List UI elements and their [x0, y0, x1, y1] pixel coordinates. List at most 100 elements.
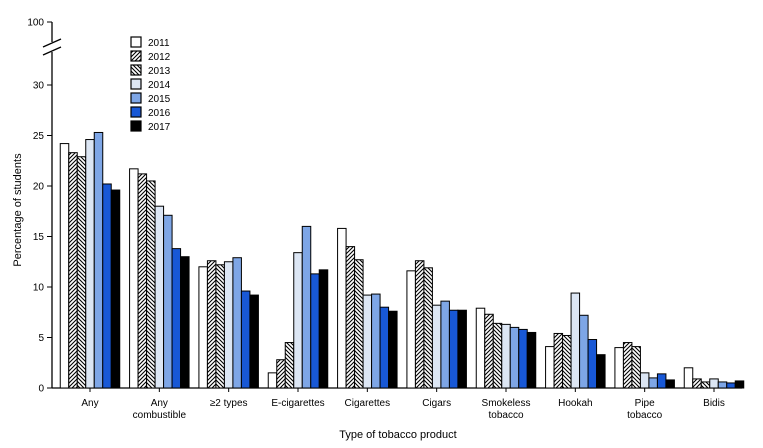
bar: [301, 225, 312, 389]
bar: [110, 189, 121, 389]
legend-swatch: [130, 78, 142, 90]
bar: [163, 214, 173, 389]
bar: [232, 257, 242, 389]
bar: [85, 139, 95, 389]
y-axis-ticks: 0 5 10 15 20 25 30 100: [27, 18, 52, 395]
y-tick-label: 100: [27, 18, 44, 29]
y-tick-label: 10: [33, 283, 45, 294]
bar: [345, 246, 356, 389]
bar: [102, 183, 112, 389]
legend-label: 2011: [148, 38, 170, 49]
bar: [206, 260, 217, 389]
bar: [457, 309, 467, 389]
bar: [440, 300, 450, 389]
x-tick-label: Hookah: [558, 398, 592, 409]
bar: [240, 290, 251, 389]
bar: [318, 269, 329, 389]
legend-label: 2012: [148, 52, 171, 63]
bar: [596, 354, 606, 389]
bar: [631, 346, 641, 389]
bar: [656, 373, 667, 389]
bar: [614, 347, 624, 389]
bar: [362, 294, 373, 389]
bar: [379, 306, 390, 389]
x-tick-label: Any combustible: [133, 398, 187, 421]
bar: [267, 372, 278, 389]
bar: [475, 307, 486, 389]
axis-break-mark: [42, 46, 62, 56]
bar: [448, 309, 459, 389]
bar: [129, 168, 139, 389]
bar: [587, 339, 598, 389]
bar: [337, 227, 347, 389]
x-axis-category-labels: Any Any combustible ≥2 types E-cigarettes Cig…: [81, 388, 725, 421]
bar: [198, 266, 208, 389]
legend-swatch: [130, 106, 142, 118]
legend-swatch: [130, 120, 142, 132]
bar: [68, 152, 78, 389]
bar: [717, 381, 728, 389]
y-tick-label: 20: [33, 182, 45, 193]
legend-label: 2016: [148, 108, 171, 119]
bar: [406, 270, 416, 389]
bar: [154, 205, 165, 389]
legend-swatch: [130, 36, 142, 48]
bar: [284, 342, 295, 389]
bar: [93, 131, 104, 389]
x-tick-label: E-cigarettes: [271, 398, 324, 409]
bar: [59, 143, 70, 389]
bar: [709, 378, 719, 389]
bar: [293, 252, 303, 389]
bar: [562, 334, 572, 389]
x-tick-label: Smokeless tobacco: [482, 398, 531, 421]
legend-swatch: [130, 64, 142, 76]
x-tick-label: Any: [81, 398, 98, 409]
y-tick-label: 0: [38, 384, 44, 395]
legend-swatch: [130, 50, 142, 62]
bar: [665, 379, 675, 389]
bar: [146, 180, 156, 389]
bar: [509, 326, 520, 389]
bar: [249, 294, 259, 389]
x-tick-label: ≥2 types: [210, 398, 248, 409]
bar: [553, 332, 564, 389]
x-tick-label: Cigars: [422, 398, 451, 409]
bar: [484, 313, 494, 389]
bar: [371, 293, 381, 389]
bar: [570, 292, 581, 389]
legend-label: 2013: [148, 66, 171, 77]
bar: [76, 156, 87, 389]
bar: [518, 328, 528, 389]
bar: [310, 273, 320, 389]
x-axis-title: Type of tobacco product: [339, 429, 456, 441]
bar: [683, 367, 694, 389]
bar: [526, 331, 537, 389]
bar: [276, 359, 286, 389]
legend-label: 2017: [148, 122, 171, 133]
x-tick-label: Cigarettes: [345, 398, 391, 409]
bars: [59, 131, 745, 389]
bar: [414, 260, 425, 389]
bar: [423, 267, 433, 389]
x-tick-label: Bidis: [703, 398, 725, 409]
bar: [726, 382, 736, 389]
bar: [171, 248, 182, 389]
y-tick-label: 15: [33, 232, 45, 243]
bar: [354, 259, 364, 389]
bar: [639, 372, 650, 389]
bar: [545, 346, 555, 389]
y-tick-label: 25: [33, 131, 45, 142]
bar: [223, 261, 234, 389]
y-tick-label: 5: [38, 333, 44, 344]
bar: [215, 264, 225, 389]
legend-label: 2014: [148, 80, 171, 91]
bar: [431, 304, 442, 389]
x-tick-label: Pipe tobacco: [627, 398, 662, 421]
bar: [700, 381, 711, 389]
bar: [579, 314, 589, 389]
y-axis-title: Percentage of students: [12, 153, 24, 267]
bar: [180, 256, 190, 389]
bar: [388, 310, 398, 389]
bar: [648, 377, 658, 389]
bar: [692, 378, 702, 389]
